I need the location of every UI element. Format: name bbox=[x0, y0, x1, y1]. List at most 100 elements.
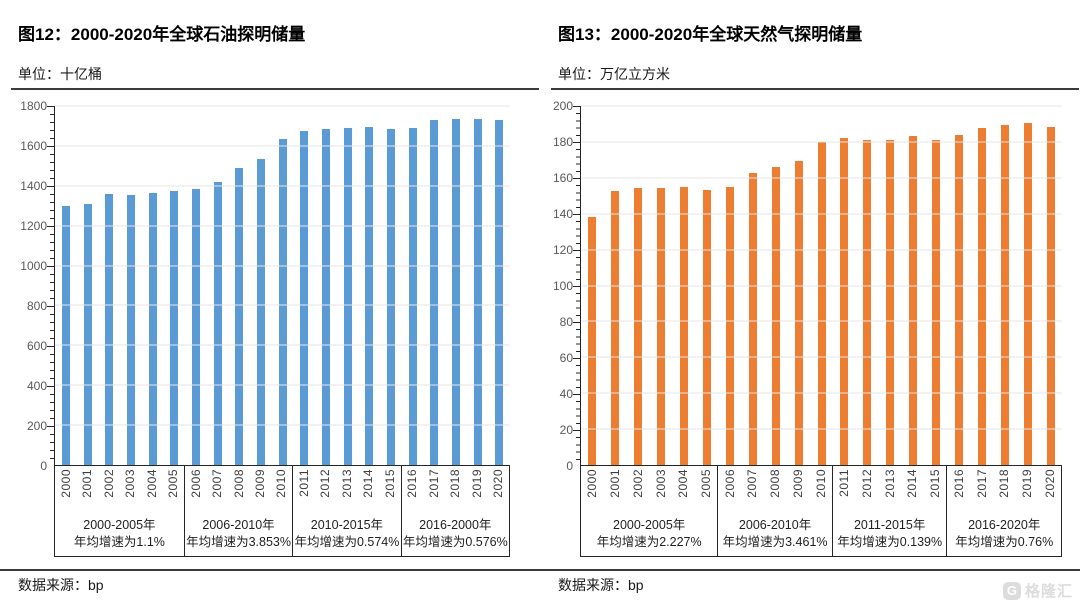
year-cell: 2002 bbox=[626, 466, 649, 517]
bar-slot bbox=[207, 106, 229, 465]
plot-area bbox=[573, 105, 1062, 466]
bar-slot bbox=[581, 106, 604, 465]
bar-slot bbox=[142, 106, 164, 465]
year-cell: 2009 bbox=[249, 466, 270, 517]
bar bbox=[702, 189, 711, 465]
bar bbox=[321, 128, 330, 465]
year-cell: 2009 bbox=[786, 466, 809, 517]
gridline bbox=[581, 141, 1062, 143]
gridline bbox=[581, 285, 1062, 286]
bar bbox=[495, 119, 504, 465]
year-label: 2019 bbox=[469, 469, 484, 498]
group-period-label: 2016-2000年 bbox=[419, 518, 492, 532]
y-tick-label: 1200 bbox=[20, 219, 47, 233]
year-label: 2018 bbox=[448, 469, 463, 498]
y-tick-label: 100 bbox=[552, 279, 573, 293]
year-label: 2020 bbox=[491, 469, 506, 498]
y-tick-label: 20 bbox=[559, 423, 573, 437]
bar bbox=[680, 186, 689, 465]
gas-source-label: 数据来源：bp bbox=[558, 577, 644, 593]
gas-chart-body: 0 20 40 60 80 100 120 140 160 180 200 2000 2001 2002… bbox=[540, 99, 1080, 557]
year-label: 2002 bbox=[630, 469, 645, 498]
bar-slot bbox=[467, 106, 489, 465]
minor-ticks bbox=[576, 106, 581, 466]
gridline bbox=[581, 392, 1062, 394]
bar bbox=[932, 139, 941, 465]
years-row: 2016 2017 2018 2019 2020 bbox=[402, 466, 509, 517]
bar bbox=[256, 159, 265, 465]
bar bbox=[213, 181, 222, 465]
gridline bbox=[55, 185, 510, 187]
group-period-label: 2006-2010年 bbox=[202, 518, 275, 532]
bars-row bbox=[581, 106, 1062, 465]
year-label: 2015 bbox=[382, 469, 397, 498]
gelonghui-logo-text: 格隆汇 bbox=[1024, 583, 1073, 600]
bar-slot bbox=[445, 106, 467, 465]
year-label: 2006 bbox=[188, 469, 203, 498]
year-label: 2001 bbox=[80, 469, 95, 498]
years-row: 2006 2007 2008 2009 2010 bbox=[185, 466, 292, 517]
y-tick-label: 1400 bbox=[20, 179, 47, 193]
years-row: 2011 2012 2013 2014 2015 bbox=[833, 466, 947, 517]
year-label: 2020 bbox=[1042, 469, 1057, 498]
y-tick-label: 400 bbox=[26, 379, 47, 394]
bar bbox=[1023, 123, 1032, 465]
year-cell: 2017 bbox=[970, 466, 993, 517]
period-group-box: 2016 2017 2018 2019 2020 2016-2000年 年均增速为0.576… bbox=[401, 466, 510, 557]
y-tick-label: 160 bbox=[552, 171, 573, 185]
years-row: 2000 2001 2002 2003 2004 2005 bbox=[581, 466, 717, 517]
groups-row: 2000 2001 2002 2003 2004 2005 2000-2005年 年均增速为1… bbox=[54, 466, 510, 557]
y-tick-label: 800 bbox=[26, 299, 47, 314]
year-cell: 2014 bbox=[358, 466, 379, 517]
bar bbox=[748, 173, 757, 465]
bar bbox=[634, 188, 643, 465]
group-period-label: 2011-2015年 bbox=[853, 518, 926, 532]
bar bbox=[817, 141, 826, 465]
bar-slot bbox=[272, 106, 294, 465]
year-label: 2001 bbox=[608, 469, 623, 498]
bar-slot bbox=[741, 106, 764, 465]
bar bbox=[886, 139, 895, 465]
year-cell: 2015 bbox=[379, 466, 400, 517]
gas-chart-panel: 图13：2000-2020年全球天然气探明储量 单位：万亿立方米 0 20 40 60… bbox=[540, 0, 1080, 595]
gridline bbox=[581, 249, 1062, 251]
years-row: 2016 2017 2018 2019 2020 bbox=[947, 466, 1061, 517]
year-label: 2009 bbox=[253, 469, 267, 498]
year-cell: 2003 bbox=[649, 466, 672, 517]
year-cell: 2016 bbox=[947, 466, 970, 517]
year-cell: 2006 bbox=[185, 466, 206, 517]
year-cell: 2010 bbox=[271, 466, 292, 517]
bar bbox=[794, 160, 803, 465]
bar-slot bbox=[604, 106, 627, 465]
y-tick-label: 1800 bbox=[20, 99, 47, 113]
gridline bbox=[55, 384, 510, 386]
bar-slot bbox=[650, 106, 673, 465]
y-tick-label: 40 bbox=[559, 387, 573, 401]
bar-slot bbox=[627, 106, 650, 465]
bar-slot bbox=[488, 106, 510, 465]
y-tick-label: 120 bbox=[552, 243, 573, 257]
bar-slot bbox=[120, 106, 142, 465]
gridline bbox=[581, 356, 1062, 358]
bar-slot bbox=[993, 106, 1016, 465]
bar bbox=[977, 127, 986, 465]
year-cell: 2015 bbox=[924, 466, 947, 517]
year-cell: 2007 bbox=[741, 466, 764, 517]
bar bbox=[148, 192, 157, 465]
bar bbox=[909, 135, 918, 465]
year-cell: 2002 bbox=[98, 466, 119, 517]
group-growth-label: 年均增速为3.853% bbox=[186, 535, 291, 549]
bar-slot bbox=[380, 106, 402, 465]
group-period-label: 2010-2015年 bbox=[310, 518, 384, 532]
period-group-box: 2006 2007 2008 2009 2010 2006-2010年 年均增速为3.853… bbox=[184, 466, 294, 557]
bar bbox=[408, 128, 417, 465]
group-growth-label: 年均增速为2.227% bbox=[596, 535, 702, 549]
year-label: 2017 bbox=[426, 469, 441, 498]
year-cell: 2014 bbox=[901, 466, 924, 517]
year-label: 2000 bbox=[585, 469, 600, 498]
year-cell: 2019 bbox=[1016, 466, 1039, 517]
bar-slot bbox=[77, 106, 99, 465]
period-group-box: 2006 2007 2008 2009 2010 2006-2010年 年均增速为3.461… bbox=[718, 466, 833, 557]
gridline bbox=[55, 105, 510, 107]
oil-chart-body: 0 200 400 600 800 1000 1200 1400 1600 1800 2000 20… bbox=[0, 99, 540, 557]
